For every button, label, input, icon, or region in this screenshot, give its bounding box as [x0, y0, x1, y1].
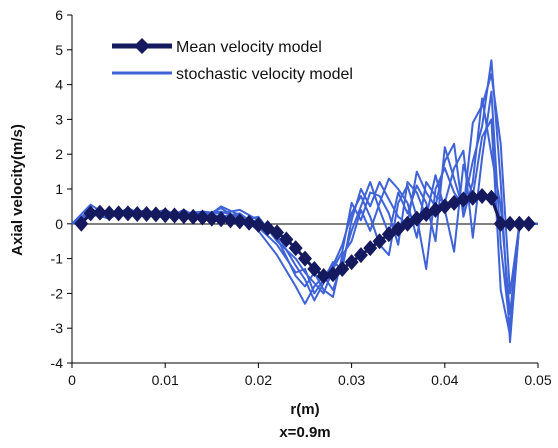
mean-velocity-marker	[130, 206, 145, 223]
mean-velocity-marker	[232, 213, 247, 230]
y-tick-label: -2	[51, 285, 64, 301]
x-axis-title: r(m)	[290, 401, 319, 418]
mean-velocity-marker	[242, 214, 257, 231]
stochastic-realization-line	[71, 90, 538, 330]
y-tick-label: -4	[51, 355, 64, 371]
y-axis-title: Axial velocity(m/s)	[9, 124, 26, 256]
mean-velocity-marker	[176, 208, 191, 225]
y-tick-label: 5	[55, 42, 63, 58]
legend-mean-label: Mean velocity model	[176, 39, 322, 56]
mean-velocity-marker	[167, 207, 182, 224]
mean-velocity-marker	[204, 210, 219, 227]
mean-velocity-marker	[353, 247, 368, 264]
x-tick-label: 0.01	[152, 372, 179, 388]
legend-stochastic-label: stochastic velocity model	[176, 66, 353, 83]
mean-velocity-marker	[139, 206, 154, 223]
mean-velocity-marker	[74, 215, 89, 232]
mean-velocity-marker	[279, 231, 294, 248]
mean-velocity-marker	[111, 205, 126, 222]
mean-velocity-marker	[214, 211, 229, 228]
x-tick-label: 0	[68, 372, 76, 388]
mean-velocity-marker	[465, 189, 480, 206]
y-tick-label: 6	[55, 7, 63, 23]
mean-velocity-marker	[288, 240, 303, 257]
y-tick-label: -1	[51, 251, 64, 267]
mean-velocity-marker	[316, 268, 331, 284]
y-tick-label: 2	[55, 146, 63, 162]
mean-velocity-marker	[92, 204, 107, 221]
x-tick-label: 0.04	[431, 372, 458, 388]
mean-velocity-marker	[521, 215, 536, 232]
mean-velocity-marker	[158, 207, 173, 224]
y-tick-label: 1	[55, 181, 63, 197]
ticks: -4 -3 -2 -1 0 1 2 3 4 5 6 0 0.01 0.02 0.03 0.04 0.05	[51, 7, 552, 388]
mean-velocity-marker	[120, 205, 135, 222]
mean-velocity-marker	[83, 205, 98, 222]
mean-velocity-marker	[456, 191, 471, 208]
mean-velocity-marker	[223, 212, 238, 229]
mean-velocity-marker	[512, 215, 527, 232]
x-tick-label: 0.05	[524, 372, 551, 388]
stochastic-realization-line	[71, 73, 538, 305]
y-tick-label: 3	[55, 111, 63, 127]
mean-velocity-marker	[363, 240, 378, 257]
y-tick-label: 4	[55, 77, 63, 93]
legend-mean-marker	[134, 38, 150, 54]
mean-series	[74, 187, 536, 284]
mean-velocity-marker	[298, 250, 312, 267]
y-tick-label: -3	[51, 320, 64, 336]
legend: Mean velocity model stochastic velocity …	[112, 38, 353, 83]
mean-velocity-marker	[186, 208, 201, 225]
mean-velocity-marker	[344, 254, 359, 271]
mean-velocity-marker	[335, 261, 350, 278]
y-tick-label: 0	[55, 216, 63, 232]
mean-velocity-marker	[475, 187, 490, 204]
mean-velocity-marker	[493, 215, 508, 232]
mean-velocity-marker	[372, 233, 387, 250]
mean-velocity-marker	[307, 261, 322, 278]
mean-velocity-marker	[484, 189, 499, 206]
mean-velocity-marker	[503, 215, 518, 232]
mean-velocity-marker	[270, 224, 285, 241]
mean-velocity-marker	[102, 205, 117, 222]
mean-velocity-marker	[195, 209, 210, 226]
mean-velocity-marker	[148, 206, 163, 223]
x-caption: x=0.9m	[279, 424, 330, 441]
x-tick-label: 0.03	[338, 372, 365, 388]
x-tick-label: 0.02	[245, 372, 272, 388]
